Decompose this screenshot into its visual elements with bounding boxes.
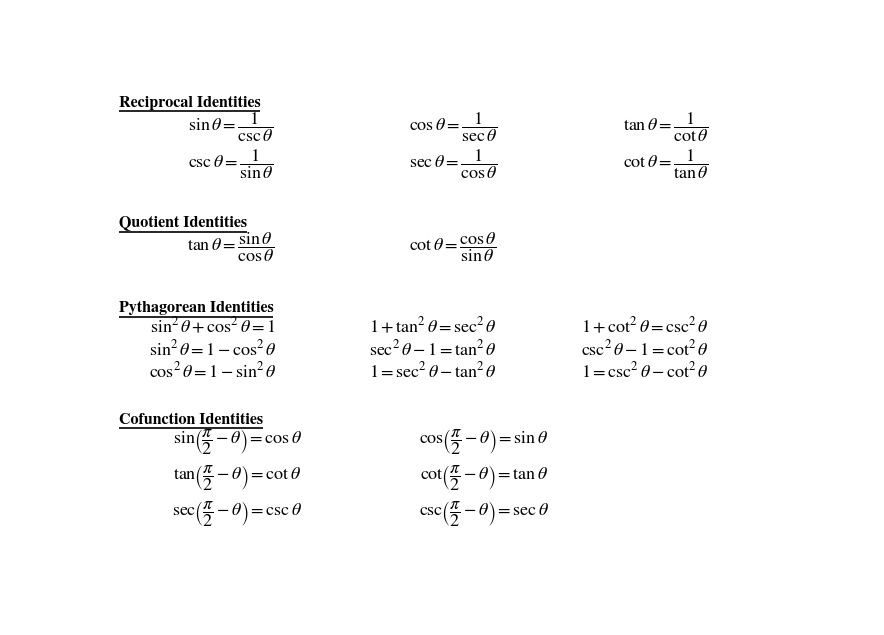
Text: $\csc^{2}\theta - 1 = \cot^{2}\theta$: $\csc^{2}\theta - 1 = \cot^{2}\theta$ (581, 339, 709, 359)
Text: $\sin^{2}\theta = 1 - \cos^{2}\theta$: $\sin^{2}\theta = 1 - \cos^{2}\theta$ (149, 339, 277, 359)
Text: $\cos^{2}\theta = 1 - \sin^{2}\theta$: $\cos^{2}\theta = 1 - \sin^{2}\theta$ (149, 361, 277, 382)
Text: $\sec \!\left(\dfrac{\pi}{2} - \theta\right) = \csc \theta$: $\sec \!\left(\dfrac{\pi}{2} - \theta\ri… (172, 500, 302, 529)
Text: $\tan \theta = \dfrac{1}{\cot \theta}$: $\tan \theta = \dfrac{1}{\cot \theta}$ (622, 110, 708, 144)
Text: $\cos \!\left(\dfrac{\pi}{2} - \theta\right) = \sin \theta$: $\cos \!\left(\dfrac{\pi}{2} - \theta\ri… (419, 427, 548, 457)
Text: $\sin \theta = \dfrac{1}{\csc \theta}$: $\sin \theta = \dfrac{1}{\csc \theta}$ (187, 110, 273, 144)
Text: $\tan \theta = \dfrac{\sin \theta}{\cos \theta}$: $\tan \theta = \dfrac{\sin \theta}{\cos … (187, 231, 274, 264)
Text: $\cot \!\left(\dfrac{\pi}{2} - \theta\right) = \tan \theta$: $\cot \!\left(\dfrac{\pi}{2} - \theta\ri… (420, 464, 548, 493)
Text: Quotient Identities: Quotient Identities (118, 215, 247, 231)
Text: $\csc \theta = \dfrac{1}{\sin \theta}$: $\csc \theta = \dfrac{1}{\sin \theta}$ (187, 147, 273, 181)
Text: $1 = \sec^{2}\theta - \tan^{2}\theta$: $1 = \sec^{2}\theta - \tan^{2}\theta$ (369, 361, 496, 382)
Text: $\sec \theta = \dfrac{1}{\cos \theta}$: $\sec \theta = \dfrac{1}{\cos \theta}$ (409, 147, 497, 181)
Text: $\tan \!\left(\dfrac{\pi}{2} - \theta\right) = \cot \theta$: $\tan \!\left(\dfrac{\pi}{2} - \theta\ri… (173, 464, 301, 493)
Text: $\cot \theta = \dfrac{\cos \theta}{\sin \theta}$: $\cot \theta = \dfrac{\cos \theta}{\sin … (409, 231, 497, 264)
Text: $\cos \theta = \dfrac{1}{\sec \theta}$: $\cos \theta = \dfrac{1}{\sec \theta}$ (409, 110, 497, 144)
Text: $\sin \!\left(\dfrac{\pi}{2} - \theta\right) = \cos \theta$: $\sin \!\left(\dfrac{\pi}{2} - \theta\ri… (172, 427, 301, 457)
Text: Pythagorean Identities: Pythagorean Identities (118, 301, 273, 315)
Text: $\sin^{2}\theta + \cos^{2}\theta = 1$: $\sin^{2}\theta + \cos^{2}\theta = 1$ (150, 316, 276, 337)
Text: $1 + \cot^{2}\theta = \csc^{2}\theta$: $1 + \cot^{2}\theta = \csc^{2}\theta$ (581, 316, 709, 337)
Text: $1 + \tan^{2}\theta = \sec^{2}\theta$: $1 + \tan^{2}\theta = \sec^{2}\theta$ (369, 316, 496, 337)
Text: $1 = \csc^{2}\theta - \cot^{2}\theta$: $1 = \csc^{2}\theta - \cot^{2}\theta$ (581, 361, 709, 382)
Text: $\csc \!\left(\dfrac{\pi}{2} - \theta\right) = \sec \theta$: $\csc \!\left(\dfrac{\pi}{2} - \theta\ri… (419, 500, 549, 529)
Text: $\sec^{2}\theta - 1 = \tan^{2}\theta$: $\sec^{2}\theta - 1 = \tan^{2}\theta$ (369, 339, 496, 359)
Text: Reciprocal Identities: Reciprocal Identities (118, 96, 261, 110)
Text: Cofunction Identities: Cofunction Identities (118, 413, 263, 427)
Text: $\cot \theta = \dfrac{1}{\tan \theta}$: $\cot \theta = \dfrac{1}{\tan \theta}$ (622, 147, 708, 181)
